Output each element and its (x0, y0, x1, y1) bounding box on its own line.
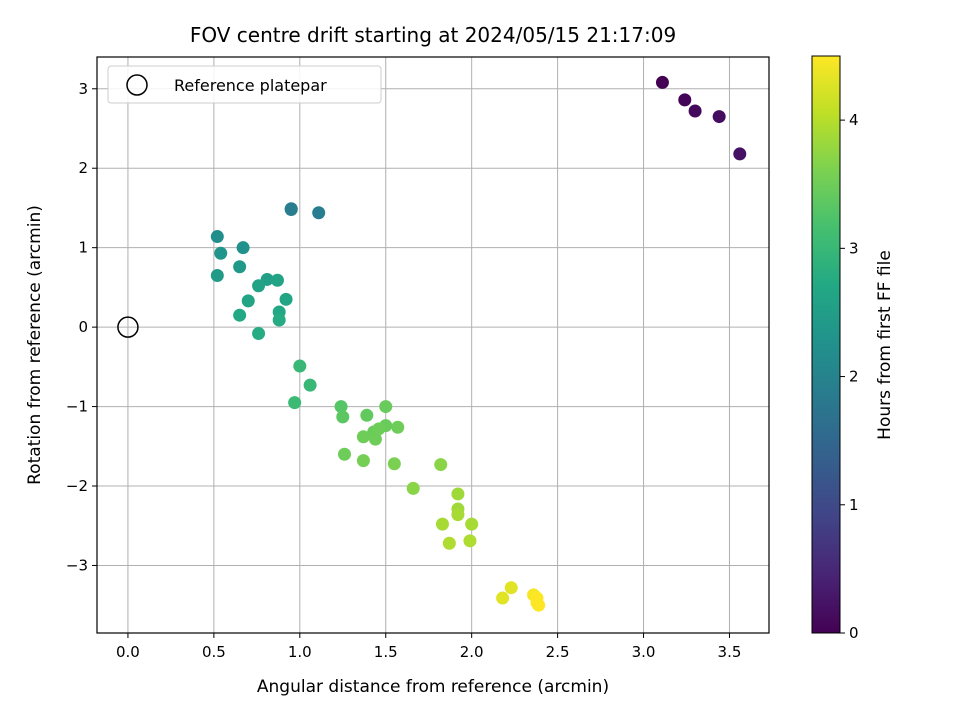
data-point (379, 400, 393, 414)
data-point (356, 454, 370, 468)
y-tick-label: 3 (78, 80, 88, 98)
legend: Reference platepar (107, 65, 382, 104)
legend-open-circle-marker (126, 74, 148, 96)
colorbar-tick-label: 3 (849, 239, 859, 257)
y-tick-label: −1 (66, 398, 88, 416)
data-point (279, 292, 293, 306)
data-point (434, 458, 448, 472)
data-point (733, 147, 747, 161)
colorbar-label: Hours from first FF file (875, 250, 895, 440)
x-tick-label: 1.0 (288, 643, 312, 661)
x-axis-ticks: 0.0 0.5 1.0 1.5 2.0 2.5 3.0 3.5 (116, 633, 741, 661)
legend-box (107, 65, 382, 104)
data-point (210, 230, 224, 244)
data-point (688, 104, 702, 118)
data-point (336, 410, 350, 424)
colorbar-tick-label: 1 (849, 496, 859, 514)
data-point (337, 447, 351, 461)
data-point (496, 591, 510, 605)
data-point (712, 110, 726, 124)
data-point (293, 359, 307, 373)
data-points (210, 75, 747, 612)
x-tick-label: 3.5 (718, 643, 742, 661)
y-tick-label: 1 (78, 239, 88, 257)
data-point (233, 308, 247, 322)
x-tick-label: 2.0 (460, 643, 484, 661)
data-point (236, 241, 250, 255)
data-point (442, 536, 456, 550)
grid-lines (97, 57, 769, 633)
data-point (368, 432, 382, 446)
reference-marker-layer (117, 316, 139, 338)
data-point (465, 517, 479, 531)
colorbar-ticks: 0 1 2 3 4 (840, 111, 859, 642)
reference-platepar-marker (117, 316, 139, 338)
colorbar-gradient (811, 55, 841, 634)
data-point (252, 279, 266, 293)
data-point (272, 313, 286, 327)
chart-title: FOV centre drift starting at 2024/05/15 … (190, 23, 676, 47)
data-point (334, 400, 348, 414)
y-tick-label: −3 (66, 556, 88, 574)
plot-frame (96, 56, 770, 634)
data-point (463, 534, 477, 548)
data-point (391, 420, 405, 434)
data-point (435, 517, 449, 531)
data-point (241, 294, 255, 308)
colorbar-tick-label: 0 (849, 624, 859, 642)
x-tick-label: 2.5 (546, 643, 570, 661)
data-point (451, 487, 465, 501)
data-point (356, 430, 370, 444)
y-axis-label: Rotation from reference (arcmin) (25, 205, 45, 485)
data-point (270, 273, 284, 287)
data-point (303, 378, 317, 392)
data-point (312, 206, 326, 220)
data-point (252, 326, 266, 340)
data-point (532, 598, 546, 612)
colorbar-tick-label: 4 (849, 111, 859, 129)
data-point (406, 481, 420, 495)
y-tick-label: −2 (66, 477, 88, 495)
data-point (233, 260, 247, 274)
colorbar: 0 1 2 3 4 Hours from first FF file (811, 55, 895, 642)
y-tick-label: 0 (78, 318, 88, 336)
data-point (360, 408, 374, 422)
data-point (678, 93, 692, 107)
data-point (288, 396, 302, 410)
y-axis-ticks: −3 −2 −1 0 1 2 3 (66, 80, 97, 574)
data-point (504, 581, 518, 595)
data-point (451, 508, 465, 522)
x-tick-label: 3.0 (632, 643, 656, 661)
legend-label: Reference platepar (174, 76, 327, 95)
data-point (284, 203, 298, 217)
x-tick-label: 0.5 (202, 643, 226, 661)
data-point (210, 268, 224, 282)
x-axis-label: Angular distance from reference (arcmin) (257, 677, 609, 697)
colorbar-tick-label: 2 (849, 368, 859, 386)
data-point (214, 246, 228, 260)
x-tick-label: 0.0 (116, 643, 140, 661)
data-point (655, 75, 669, 89)
y-tick-label: 2 (78, 159, 88, 177)
data-point (387, 457, 401, 471)
data-point (372, 422, 386, 436)
x-tick-label: 1.5 (374, 643, 398, 661)
